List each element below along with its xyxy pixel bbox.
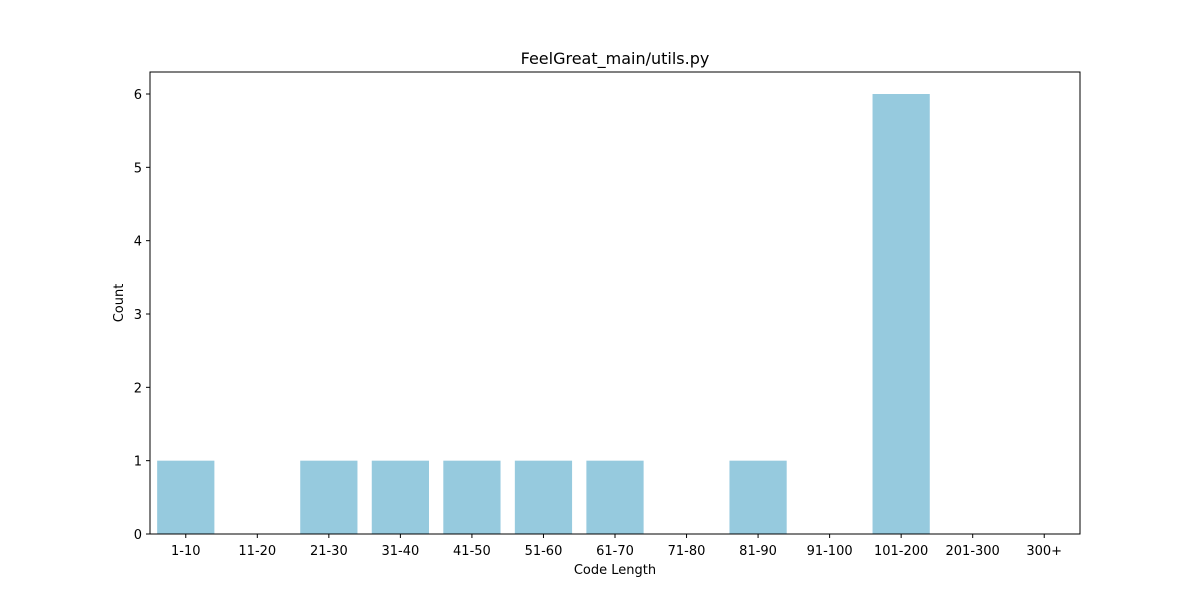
x-tick-label: 91-100 — [807, 544, 853, 559]
bar-101-200 — [872, 94, 930, 534]
bar-51-60 — [514, 460, 573, 534]
bar-21-30 — [300, 460, 358, 534]
y-axis: 0 1 2 3 4 5 6 — [134, 88, 150, 543]
x-tick-label: 71-80 — [668, 544, 706, 559]
x-tick-label: 101-200 — [874, 544, 928, 559]
y-tick-label: 4 — [134, 235, 142, 250]
x-axis-label: Code Length — [574, 563, 656, 578]
x-tick-label: 201-300 — [946, 544, 1000, 559]
y-tick-label: 1 — [134, 455, 142, 470]
x-tick-label: 41-50 — [453, 544, 491, 559]
x-tick-label: 31-40 — [381, 544, 419, 559]
x-tick-label: 61-70 — [596, 544, 634, 559]
x-tick-label: 21-30 — [310, 544, 348, 559]
y-axis-label: Count — [112, 284, 127, 323]
bar-31-40 — [371, 460, 429, 534]
bar-81-90 — [729, 460, 787, 534]
chart-title: FeelGreat_main/utils.py — [521, 49, 710, 69]
y-tick-label: 2 — [134, 381, 142, 396]
x-tick-label: 1-10 — [171, 544, 201, 559]
y-tick-label: 0 — [134, 528, 142, 543]
y-tick-label: 6 — [134, 88, 142, 103]
bar-1-10 — [157, 460, 215, 534]
x-tick-label: 11-20 — [238, 544, 276, 559]
x-axis: 1-10 11-20 21-30 31-40 41-50 51-60 61-70 71-80 8… — [171, 534, 1062, 559]
x-tick-label: 300+ — [1026, 544, 1062, 559]
bar-41-50 — [443, 460, 501, 534]
y-tick-label: 5 — [134, 161, 142, 176]
bar-61-70 — [586, 460, 644, 534]
y-tick-label: 3 — [134, 308, 142, 323]
x-tick-label: 51-60 — [525, 544, 563, 559]
x-tick-label: 81-90 — [739, 544, 777, 559]
bars-layer — [157, 94, 930, 534]
plot-frame — [149, 71, 1081, 535]
